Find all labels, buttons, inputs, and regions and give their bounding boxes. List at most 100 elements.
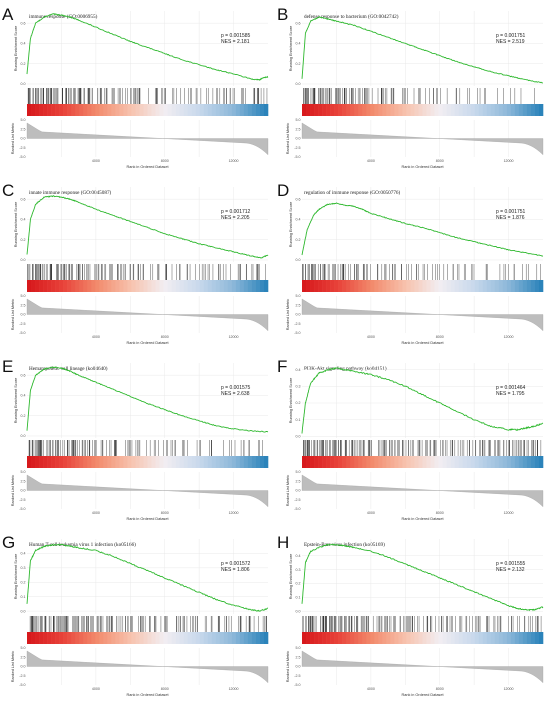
ranked-metric — [301, 122, 544, 156]
heat-cell — [251, 632, 257, 644]
heat-cell — [187, 280, 192, 292]
metric-tick-label: -5.0 — [294, 683, 300, 687]
heat-cell — [446, 104, 451, 116]
heat-cell — [235, 456, 241, 468]
metric-tick-label: 0.0 — [21, 137, 26, 141]
heat-cell — [171, 632, 176, 644]
heat-cell — [119, 280, 124, 292]
heat-cell — [510, 104, 516, 116]
x-tick-label: 4000 — [92, 511, 100, 515]
heat-cell — [243, 456, 249, 468]
rank-heatbar — [302, 632, 544, 644]
heat-cell — [474, 280, 480, 292]
heat-cell — [526, 280, 532, 292]
y-tick-label: 0.1 — [296, 418, 301, 422]
heat-cell — [87, 456, 92, 468]
heat-cell — [159, 280, 164, 292]
heat-cell — [107, 456, 112, 468]
gsea-panel-h: H Epstein-Barr virus infection (ko05169) 0… — [275, 528, 550, 704]
heat-cell — [135, 632, 140, 644]
heat-cell — [199, 456, 205, 468]
heat-cell — [314, 280, 319, 292]
y-tick-label: 0.2 — [296, 62, 301, 66]
heat-cell — [410, 456, 415, 468]
heat-cell — [175, 280, 180, 292]
heat-cell — [470, 280, 476, 292]
heat-cell — [39, 456, 44, 468]
heat-cell — [251, 280, 257, 292]
heat-cell — [51, 456, 56, 468]
heat-cell — [95, 456, 100, 468]
heat-cell — [39, 632, 44, 644]
heat-cell — [131, 456, 136, 468]
heat-cell — [418, 280, 423, 292]
heat-cell — [482, 280, 488, 292]
heat-cell — [31, 456, 36, 468]
heat-cell — [219, 632, 225, 644]
heat-cell — [502, 280, 508, 292]
heat-cell — [418, 456, 423, 468]
y-axis-label: Running Enrichment Score — [14, 26, 18, 71]
metric-area — [301, 474, 544, 508]
heat-cell — [119, 456, 124, 468]
heat-cell — [494, 104, 500, 116]
heat-cell — [414, 280, 419, 292]
heat-cell — [27, 104, 32, 116]
heat-cell — [338, 280, 343, 292]
metric-area — [26, 298, 269, 332]
heat-cell — [490, 632, 496, 644]
metric-tick-label: 5.0 — [296, 118, 301, 122]
metric-tick-label: 2.5 — [296, 655, 301, 659]
x-tick-label: 12000 — [504, 687, 514, 691]
heat-cell — [111, 280, 116, 292]
heat-cell — [47, 632, 52, 644]
nes-label: NES = 1.806 — [221, 567, 250, 573]
metric-axis-label: Ranked List Metric — [11, 475, 15, 507]
heat-cell — [366, 280, 371, 292]
metric-axis-label: Ranked List Metric — [11, 299, 15, 331]
heat-cell — [386, 104, 391, 116]
heat-cell — [115, 456, 120, 468]
heat-cell — [302, 104, 307, 116]
heat-cell — [103, 632, 108, 644]
nes-label: NES = 2.205 — [221, 215, 250, 221]
heat-cell — [466, 104, 471, 116]
grid-lines — [27, 539, 268, 685]
x-axis-label: Rank in Ordered Dataset — [402, 693, 445, 697]
heat-cell — [47, 280, 52, 292]
p-value-label: p = 0.001585 — [221, 33, 251, 39]
heat-cell — [127, 456, 132, 468]
heat-cell — [203, 104, 209, 116]
x-axis-label: Rank in Ordered Dataset — [402, 165, 445, 169]
heat-cell — [223, 456, 229, 468]
heat-cell — [306, 456, 311, 468]
heat-cell — [159, 632, 164, 644]
heat-cell — [314, 632, 319, 644]
heat-cell — [462, 104, 467, 116]
heat-cell — [31, 632, 36, 644]
enrichment-curve — [301, 202, 544, 257]
heat-cell — [75, 280, 80, 292]
heat-cell — [215, 104, 221, 116]
heat-cell — [155, 456, 160, 468]
heat-cell — [35, 632, 40, 644]
enrichment-curve — [26, 195, 269, 259]
x-axis-label: Rank in Ordered Dataset — [402, 517, 445, 521]
heat-cell — [450, 456, 455, 468]
heat-cell — [255, 104, 261, 116]
heat-cell — [147, 456, 152, 468]
p-value-label: p = 0.001751 — [496, 209, 526, 215]
heat-cell — [239, 456, 245, 468]
metric-tick-label: 2.5 — [21, 655, 26, 659]
p-value-label: p = 0.001555 — [496, 561, 526, 567]
heat-cell — [354, 104, 359, 116]
heat-cell — [231, 632, 237, 644]
heat-cell — [434, 280, 439, 292]
heat-cell — [362, 104, 367, 116]
heat-cell — [414, 456, 419, 468]
heat-cell — [538, 280, 544, 292]
heat-cell — [179, 456, 184, 468]
heat-cell — [486, 280, 492, 292]
x-tick-label: 4000 — [367, 335, 375, 339]
y-tick-label: 0.4 — [21, 552, 26, 556]
